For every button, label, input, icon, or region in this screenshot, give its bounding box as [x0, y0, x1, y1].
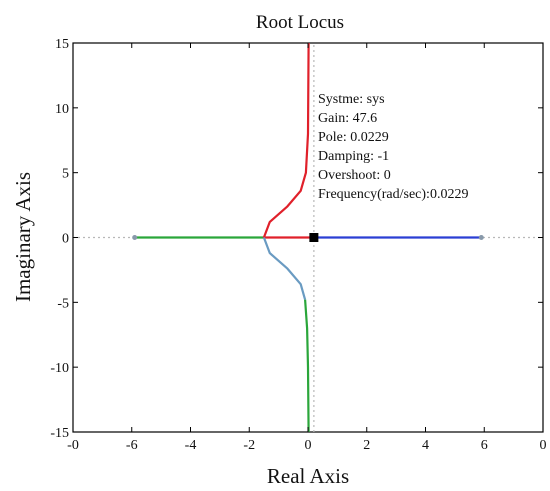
- axis-ticks: [72, 42, 544, 433]
- x-axis-label: Real Axis: [267, 464, 349, 488]
- y-tick-labels: 15 10 5 0 -5 -10 -15: [50, 37, 69, 441]
- datatip-line: Frequency(rad/sec):0.0229: [318, 187, 468, 202]
- locus-branch-5: [304, 299, 310, 433]
- y-tick-label: 15: [55, 37, 69, 52]
- branch-endpoint-1: [478, 235, 484, 240]
- x-tick-label: -4: [185, 438, 197, 453]
- x-tick-label: 2: [363, 438, 370, 453]
- x-tick-label: 0: [305, 438, 312, 453]
- x-tick-label: 6: [481, 438, 488, 453]
- x-tick-label: -0: [67, 438, 79, 453]
- locus-branches: [132, 42, 484, 433]
- datatip-line: Gain: 47.6: [318, 111, 377, 126]
- datatip-line: Systme: sys: [318, 92, 385, 107]
- x-tick-labels: -0 -6 -4 -2 0 2 4 6 0: [67, 438, 546, 453]
- y-tick-label: 5: [62, 167, 69, 182]
- datatip-line: Damping: -1: [318, 149, 389, 164]
- locus-branch-4: [262, 237, 307, 301]
- x-tick-label: 4: [422, 438, 429, 453]
- y-tick-label: -15: [50, 426, 69, 441]
- datatip: Systme: sys Gain: 47.6 Pole: 0.0229 Damping…: [318, 92, 468, 202]
- y-tick-label: 0: [62, 232, 69, 247]
- y-axis-label: Imaginary Axis: [11, 172, 35, 302]
- x-tick-label: -6: [126, 438, 138, 453]
- branch-endpoint-2: [132, 235, 138, 240]
- selected-pole-marker[interactable]: [309, 233, 319, 242]
- y-tick-label: -10: [50, 361, 69, 376]
- datatip-line: Overshoot: 0: [318, 168, 391, 183]
- x-tick-label: 0: [540, 438, 547, 453]
- x-tick-label: -2: [243, 438, 255, 453]
- y-tick-label: 10: [55, 102, 69, 117]
- locus-branch-3: [262, 42, 314, 239]
- y-tick-label: -5: [57, 296, 69, 311]
- datatip-line: Pole: 0.0229: [318, 130, 389, 145]
- chart-title: Root Locus: [256, 12, 344, 33]
